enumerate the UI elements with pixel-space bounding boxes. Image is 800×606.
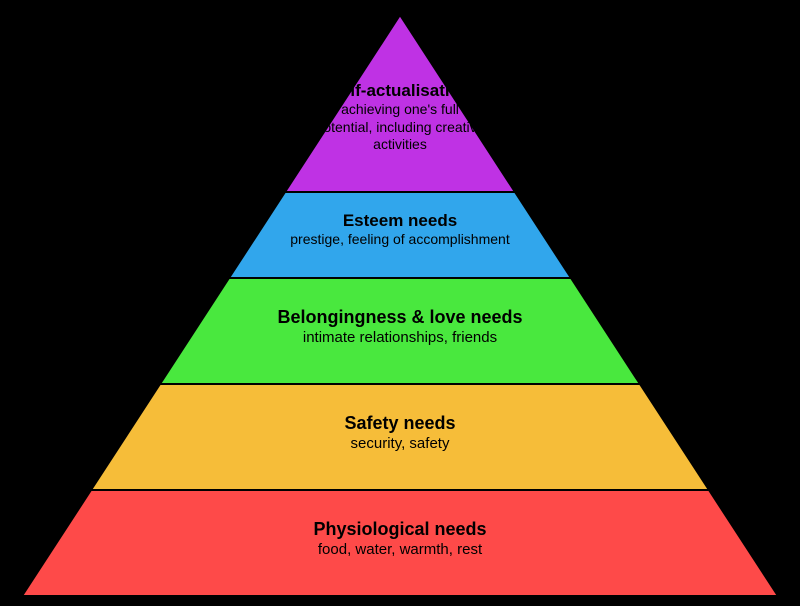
level-selfactualisation-label: Self-actualisation achieving one's full … [312,80,488,154]
level-safety-subtitle: security, safety [200,435,600,454]
level-belongingness-subtitle: intimate relationships, friends [150,329,650,348]
level-belongingness-title: Belongingness & love needs [150,306,650,329]
level-physiological-label: Physiological needs food, water, warmth,… [200,518,600,559]
level-belongingness-label: Belongingness & love needs intimate rela… [150,306,650,347]
level-esteem-title: Esteem needs [180,210,620,231]
level-physiological-title: Physiological needs [200,518,600,541]
level-selfactualisation-subtitle: achieving one's full potential, includin… [312,101,488,154]
level-esteem-label: Esteem needs prestige, feeling of accomp… [180,210,620,249]
level-selfactualisation-title: Self-actualisation [312,80,488,101]
level-esteem-subtitle: prestige, feeling of accomplishment [180,231,620,249]
maslow-pyramid-diagram: Self-actualisation achieving one's full … [0,0,800,606]
level-physiological-subtitle: food, water, warmth, rest [200,541,600,560]
level-safety-title: Safety needs [200,412,600,435]
level-safety-label: Safety needs security, safety [200,412,600,453]
